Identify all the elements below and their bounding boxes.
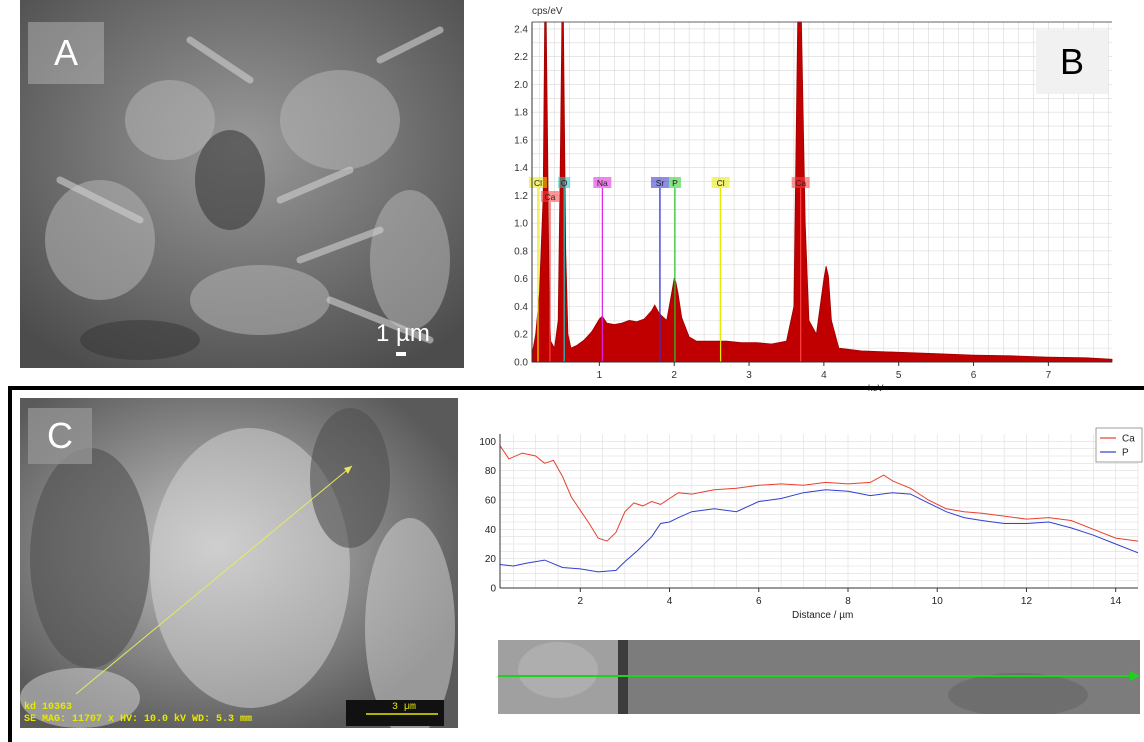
spectrum-y-tick: 0.6	[514, 274, 528, 285]
profile-axes: 0 20 40 60 80 100 2 4 6 8 10 12 14	[479, 434, 1138, 607]
profile-legend-box	[1095, 427, 1143, 463]
element-marker-label: Cl	[534, 178, 542, 188]
spectrum-y-tick: 2.2	[514, 52, 528, 63]
spectrum-x-tick: 7	[1046, 370, 1052, 381]
sem-texture-c	[20, 398, 458, 728]
spectrum-x-tick: 5	[896, 370, 902, 381]
profile-series-ca	[499, 445, 1139, 542]
spectrum-y-tick: 2.0	[514, 80, 528, 91]
profile-grid	[500, 434, 1139, 589]
profile-legend: Ca P	[1095, 427, 1143, 463]
spectrum-y-tick: 0.8	[514, 246, 528, 257]
profile-x-tick: 8	[845, 596, 851, 607]
profile-legend-label: Ca	[1122, 434, 1135, 445]
profile-x-tick: 14	[1110, 596, 1122, 607]
element-marker-label: Ca	[545, 192, 556, 202]
scale-bar-box-c	[346, 700, 444, 726]
panel-label-c: C	[28, 408, 92, 464]
scale-bar-label-a: 1 µm	[376, 320, 430, 347]
profile-x-tick: 6	[756, 596, 762, 607]
profile-y-tick: 20	[485, 554, 497, 565]
element-marker-tag	[711, 177, 730, 188]
line-scan-arrow-icon	[344, 466, 352, 474]
scale-bar-a	[396, 352, 406, 356]
element-marker-tag	[593, 177, 612, 188]
profile-legend-label: P	[1122, 448, 1129, 459]
spectrum-y-tick: 0.2	[514, 330, 528, 341]
profile-series	[499, 445, 1139, 573]
spectrum-y-tick: 2.4	[514, 24, 528, 35]
profile-series-p	[499, 489, 1139, 573]
element-marker-label: Sr	[656, 178, 665, 188]
spectrum-y-tick: 1.8	[514, 108, 528, 119]
panel-label-b: B	[1036, 30, 1108, 94]
line-scan-path	[75, 465, 353, 695]
spectrum-area	[531, 21, 1113, 363]
spectrum-y-tick: 0.4	[514, 302, 528, 313]
spectrum-y-tick: 1.6	[514, 135, 528, 146]
spectrum-x-tick: 2	[671, 370, 677, 381]
panel-c-frame	[8, 386, 1144, 742]
spectrum-y-tick: 0.0	[514, 358, 528, 369]
line-profile-chart: 0 20 40 60 80 100 2 4 6 8 10 12 14 Ca P Distance / µm	[479, 427, 1143, 621]
line-scan-strip-image	[498, 640, 1140, 714]
profile-y-tick: 100	[479, 437, 496, 448]
sem-image-c: C kd 10363 SE MAG: 11707 x HV: 10.0 kV W…	[20, 398, 458, 728]
profile-y-tick: 40	[485, 525, 497, 536]
spectrum-x-tick: 4	[821, 370, 827, 381]
scale-bar-label-c: 3 µm	[392, 702, 417, 713]
spectrum-y-tick: 1.2	[514, 191, 528, 202]
line-scan-strip-arrow-icon	[1130, 671, 1140, 681]
spectrum-ylabel: cps/eV	[532, 6, 563, 17]
element-marker-tag	[650, 177, 669, 188]
element-marker-label: Ca	[795, 178, 806, 188]
element-marker-label: O	[561, 178, 568, 188]
spectrum-y-tick: 1.0	[514, 219, 528, 230]
spectrum-series	[531, 21, 1113, 363]
element-marker-tag	[558, 177, 571, 188]
line-scan-strip	[498, 640, 1140, 714]
spectrum-x-tick: 6	[971, 370, 977, 381]
element-marker-tag	[540, 191, 559, 202]
profile-y-tick: 80	[485, 466, 497, 477]
panel-label-a: A	[28, 22, 104, 84]
profile-xlabel: Distance / µm	[792, 610, 853, 621]
profile-y-tick: 60	[485, 496, 497, 507]
sem-texture-a	[20, 0, 464, 368]
element-marker-tag	[791, 177, 810, 188]
spectrum-x-tick: 1	[597, 370, 603, 381]
profile-y-tick: 0	[490, 584, 496, 595]
element-marker-label: Na	[597, 178, 608, 188]
profile-x-tick: 12	[1021, 596, 1033, 607]
element-marker-label: P	[672, 178, 678, 188]
element-marker-label: Cl	[717, 178, 725, 188]
spectrum-y-tick: 1.4	[514, 163, 528, 174]
sem-image-a: A 1 µm	[20, 0, 464, 368]
profile-x-tick: 10	[932, 596, 944, 607]
sem-info-line2: SE MAG: 11707 x HV: 10.0 kV WD: 5.3 mm	[24, 714, 253, 725]
profile-x-tick: 4	[667, 596, 673, 607]
profile-x-tick: 2	[578, 596, 584, 607]
spectrum-axes: 0.0 0.2 0.4 0.6 0.8 1.0 1.2 1.4 1.6 1.8 2.0 2.2 2.4 1…	[514, 21, 1112, 381]
spectrum-x-tick: 3	[746, 370, 752, 381]
element-marker-tag	[668, 177, 681, 188]
element-marker-tag	[528, 177, 547, 188]
sem-info-line1: kd 10363	[24, 702, 73, 713]
